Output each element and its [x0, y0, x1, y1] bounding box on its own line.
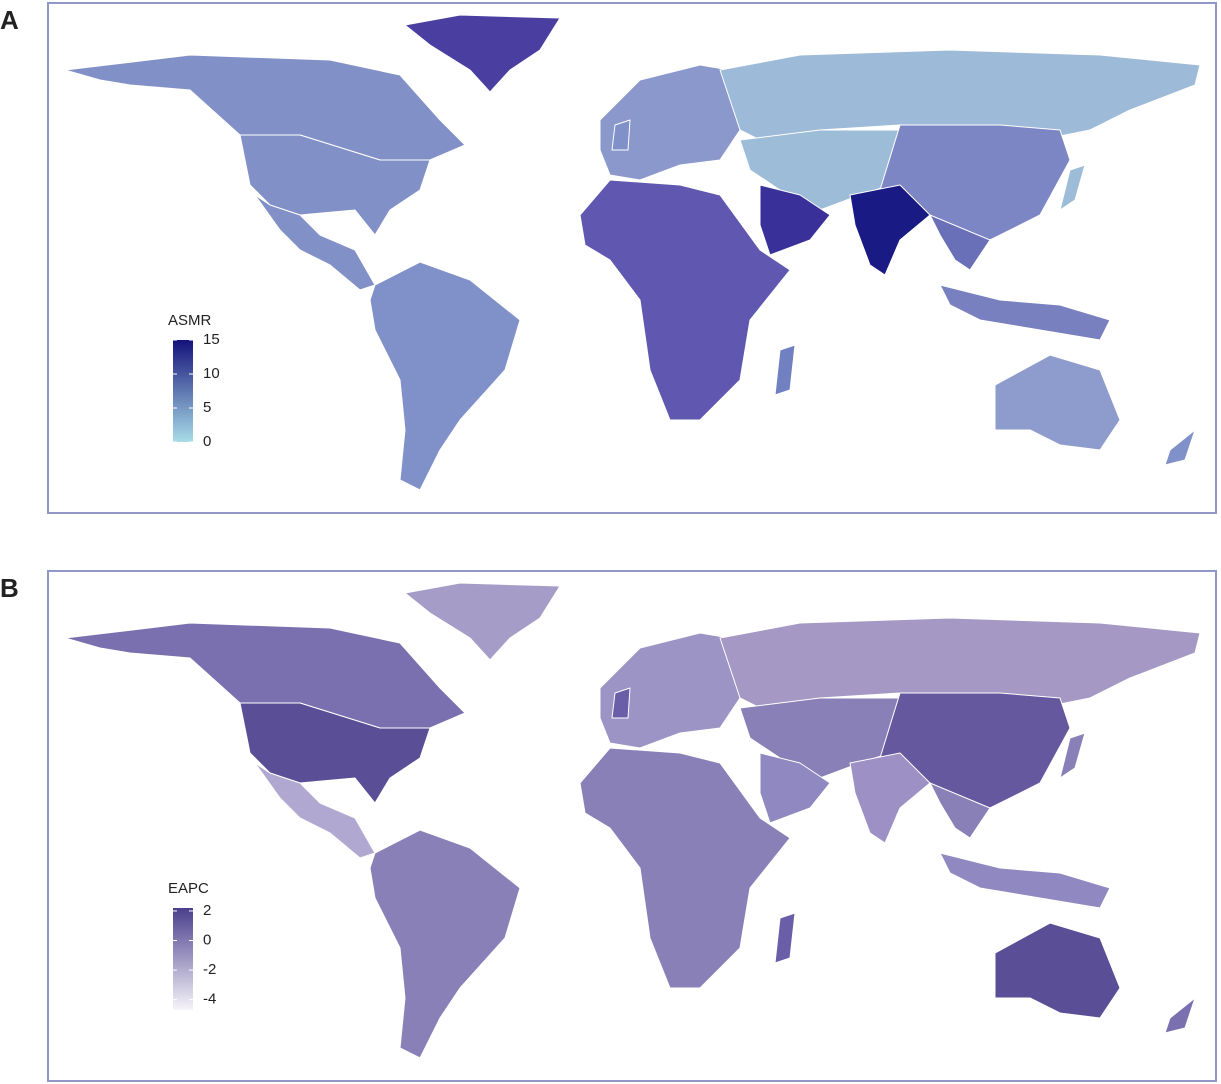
colorbar-tick-label: -2	[203, 961, 216, 978]
colorbar-tick-label: -4	[203, 991, 216, 1008]
colorbar	[173, 908, 193, 1010]
panel-label: A	[0, 5, 19, 35]
panel-frame	[47, 570, 1217, 1082]
colorbar	[173, 340, 193, 442]
colorbar-tick-label: 2	[203, 902, 211, 919]
panel-frame	[47, 2, 1217, 514]
panel-label: B	[0, 573, 19, 603]
legend-title: EAPC	[168, 880, 209, 897]
colorbar-tick-label: 0	[203, 433, 211, 450]
legend-title: ASMR	[168, 312, 212, 329]
world-map	[64, 582, 1201, 1059]
colorbar-tick-label: 5	[203, 399, 211, 416]
colorbar-tick-label: 15	[203, 331, 220, 348]
colorbar-tick-label: 0	[203, 931, 211, 948]
colorbar-tick-label: 10	[203, 365, 220, 382]
world-map	[64, 14, 1201, 491]
